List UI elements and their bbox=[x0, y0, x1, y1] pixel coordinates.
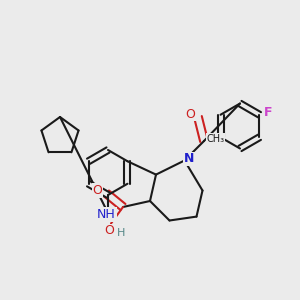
Text: NH: NH bbox=[97, 208, 116, 221]
Text: O: O bbox=[105, 224, 114, 238]
Text: F: F bbox=[264, 106, 272, 119]
Text: CH₃: CH₃ bbox=[206, 134, 224, 144]
Text: O: O bbox=[186, 107, 195, 121]
Text: H: H bbox=[116, 228, 125, 239]
Text: O: O bbox=[93, 184, 102, 197]
Text: N: N bbox=[184, 152, 194, 166]
